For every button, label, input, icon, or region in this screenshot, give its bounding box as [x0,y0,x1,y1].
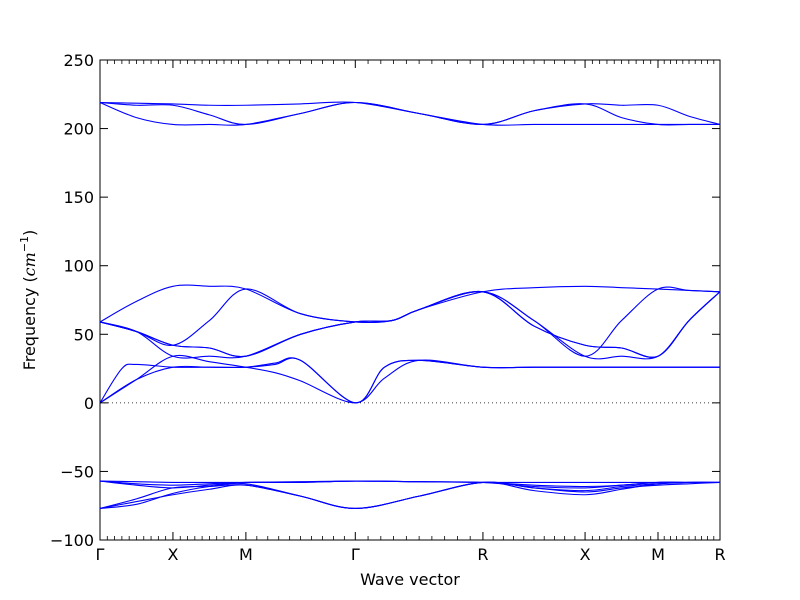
y-tick-label: 0 [84,394,94,413]
band-8 [99,357,720,404]
x-tick-label: M [239,545,253,564]
y-tick-label: 100 [63,257,94,276]
x-tick-label: X [580,545,591,564]
band-2 [99,101,720,126]
band-1 [99,101,720,126]
x-tick-label: Γ [96,545,105,564]
y-tick-label: 250 [63,51,94,70]
band-10 [99,357,720,404]
plot-area [99,59,721,541]
band-0 [99,101,721,126]
y-axis-label: Frequency (cm−1) [18,230,39,371]
band-14 [99,481,721,510]
band-6 [99,290,721,359]
band-16 [99,481,721,510]
y-tick-label: −50 [60,462,94,481]
y-tick-label: 200 [63,120,94,139]
y-tick-label: −100 [50,531,94,550]
x-tick-label: M [651,545,665,564]
x-tick-label: R [477,545,488,564]
band-3 [99,284,721,324]
axis-ticks: −100 −50 0 50 100 150 200 250 Γ X M Γ R X M R [50,51,726,564]
band-13 [99,480,720,489]
plot-frame [99,59,721,541]
band-7 [99,290,721,358]
y-tick-label: 50 [74,325,94,344]
x-tick-label: Γ [351,545,360,564]
band-9 [99,354,720,404]
band-5 [99,286,721,357]
band-4 [99,291,721,360]
phonon-bands [99,101,721,510]
x-tick-label: X [167,545,178,564]
x-tick-label: R [714,545,725,564]
y-tick-label: 150 [63,188,94,207]
x-axis-label: Wave vector [360,570,460,589]
